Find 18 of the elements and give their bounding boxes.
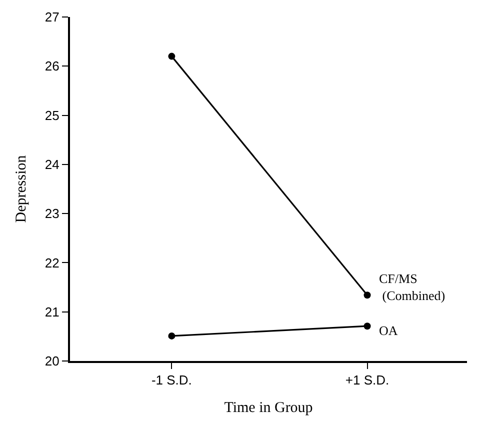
x-tick-label: +1 S.D.: [345, 372, 390, 388]
y-tick-label: 20: [44, 354, 60, 369]
point: [168, 332, 176, 340]
y-axis-title: Depression: [14, 154, 30, 223]
y-tick-label: 24: [44, 156, 60, 172]
y-tick-label: 22: [44, 255, 60, 270]
point: [168, 52, 176, 60]
series-label: OA: [379, 323, 398, 338]
y-tick-label: 25: [44, 108, 60, 123]
x-tick-label: -1 S.D.: [151, 372, 192, 388]
x-axis-title: Time in Group: [224, 400, 313, 416]
y-tick-label: 26: [44, 58, 60, 74]
point: [364, 322, 371, 330]
point: [364, 292, 371, 299]
series-label: CF/MS (Combined): [379, 271, 446, 303]
y-tick-label: 23: [44, 206, 60, 222]
y-tick-label: 21: [44, 304, 60, 320]
y-tick-label: 27: [44, 10, 60, 25]
